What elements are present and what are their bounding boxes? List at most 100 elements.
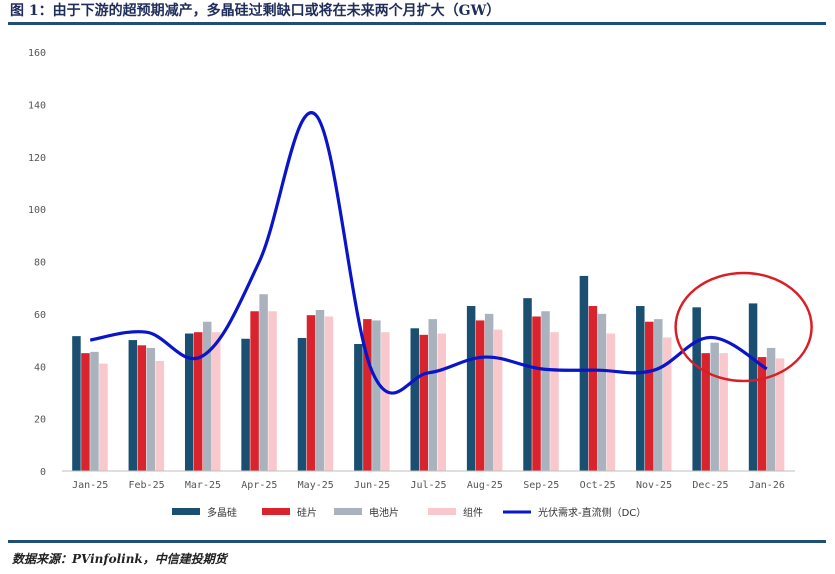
x-tick-label: Apr-25: [241, 480, 277, 491]
bar-2-Oct-25: [588, 306, 598, 471]
bar-4-May-25: [324, 316, 334, 471]
bar-3-Mar-25: [202, 321, 212, 471]
bar-2-Jul-25: [419, 334, 428, 471]
bar-1-Mar-25: [184, 333, 194, 471]
y-tick-label: 100: [28, 205, 46, 216]
bar-1-Apr-25: [241, 338, 250, 471]
bar-4-Feb-25: [155, 361, 165, 471]
bar-4-Jul-25: [437, 333, 446, 471]
legend-label: 组件: [463, 506, 483, 519]
bar-4-Nov-25: [663, 337, 672, 471]
highlight-ellipse: [674, 271, 813, 383]
bar-1-Dec-25: [692, 307, 701, 471]
bar-4-Dec-25: [719, 353, 728, 471]
bar-2-Nov-25: [645, 321, 654, 471]
bar-1-Sep-25: [523, 298, 532, 471]
bar-3-Feb-25: [146, 347, 156, 471]
y-tick-label: 120: [28, 153, 46, 164]
legend-item: 硅片: [262, 506, 317, 519]
legend-label: 光伏需求-直流侧（DC）: [538, 506, 646, 519]
legend-label: 电池片: [369, 506, 399, 519]
x-tick-label: Sep-25: [523, 480, 559, 491]
x-tick-label: Oct-25: [580, 480, 616, 491]
bar-4-Jan-25: [99, 363, 108, 471]
bar-2-Aug-25: [475, 320, 485, 471]
bar-4-Jan-26: [775, 358, 785, 471]
bar-1-Nov-25: [636, 306, 645, 471]
x-axis: Jan-25 Feb-25 Mar-25 Apr-25 May-25 Jun-25 Jul-…: [72, 480, 785, 491]
legend-swatch: [334, 508, 362, 515]
bar-2-Dec-25: [701, 353, 710, 471]
bar-4-Aug-25: [493, 329, 503, 471]
bar-3-Jan-25: [90, 351, 99, 471]
x-tick-label: Jan-25: [72, 480, 108, 491]
legend-item: 组件: [428, 506, 483, 519]
bar-3-Nov-25: [654, 319, 663, 471]
bar-2-Apr-25: [250, 311, 259, 471]
x-tick-label: Dec-25: [692, 480, 728, 491]
x-tick-label: Mar-25: [185, 480, 221, 491]
y-axis: 0 20 40 60 80 100 120 140 160: [28, 48, 46, 478]
bar-3-Sep-25: [541, 311, 550, 471]
x-tick-label: Feb-25: [129, 480, 165, 491]
legend-swatch: [428, 508, 456, 515]
legend-swatch: [172, 508, 200, 515]
legend: 多晶硅 硅片 电池片 组件 光伏需求-直流侧（DC）: [172, 506, 646, 519]
figure-title: 图 1：由于下游的超预期减产，多晶硅过剩缺口或将在未来两个月扩大（GW）: [10, 3, 501, 19]
bar-1-Oct-25: [579, 275, 589, 471]
source-note: 数据来源：PVinfolink，中信建投期货: [12, 552, 227, 566]
bar-2-Sep-25: [532, 316, 541, 471]
bar-1-Jul-25: [410, 328, 419, 471]
annotation: [674, 271, 813, 383]
bar-4-Oct-25: [606, 333, 616, 471]
legend-label: 硅片: [297, 506, 317, 519]
x-tick-label: Jul-25: [410, 480, 446, 491]
y-tick-label: 80: [34, 258, 46, 269]
bar-3-Jul-25: [428, 319, 437, 471]
bottom-rule: [8, 540, 826, 543]
bar-1-Feb-25: [128, 340, 138, 471]
bar-3-May-25: [315, 309, 325, 471]
y-tick-label: 20: [34, 415, 46, 426]
x-tick-label: May-25: [298, 480, 334, 491]
demand-line-group: [89, 111, 768, 395]
legend-item: 光伏需求-直流侧（DC）: [503, 506, 646, 519]
bar-3-Jan-26: [766, 347, 776, 471]
bar-3-Aug-25: [484, 313, 494, 471]
x-tick-label: Nov-25: [636, 480, 672, 491]
bar-1-Jan-25: [72, 336, 81, 471]
bars: [72, 275, 785, 471]
bar-3-Jun-25: [372, 320, 381, 471]
legend-label: 多晶硅: [207, 506, 237, 519]
legend-item: 多晶硅: [172, 506, 237, 519]
bar-2-May-25: [306, 315, 316, 471]
bar-4-Mar-25: [211, 332, 221, 471]
bar-1-May-25: [297, 337, 307, 471]
bar-1-Jan-26: [748, 303, 758, 471]
x-tick-label: Aug-25: [467, 480, 503, 491]
bar-2-Jan-26: [757, 357, 767, 471]
bar-2-Feb-25: [137, 345, 147, 471]
x-tick-label: Jan-26: [749, 480, 785, 491]
bar-2-Jan-25: [81, 353, 90, 471]
bar-2-Mar-25: [193, 332, 203, 471]
bar-4-Apr-25: [268, 311, 277, 471]
y-tick-label: 0: [40, 467, 46, 478]
bar-2-Jun-25: [363, 319, 372, 471]
bar-3-Dec-25: [710, 342, 719, 471]
bar-4-Jun-25: [381, 332, 390, 471]
y-tick-label: 40: [34, 362, 46, 373]
y-tick-label: 160: [28, 48, 46, 59]
bar-1-Jun-25: [354, 343, 363, 471]
bar-3-Apr-25: [259, 294, 268, 471]
x-tick-label: Jun-25: [354, 480, 390, 491]
y-tick-label: 140: [28, 100, 46, 111]
legend-item: 电池片: [334, 506, 399, 519]
legend-swatch: [262, 508, 290, 515]
demand-line: [89, 111, 768, 395]
top-rule: [8, 22, 826, 25]
bar-4-Sep-25: [550, 332, 559, 471]
y-tick-label: 60: [34, 310, 46, 321]
bar-3-Oct-25: [597, 313, 607, 471]
